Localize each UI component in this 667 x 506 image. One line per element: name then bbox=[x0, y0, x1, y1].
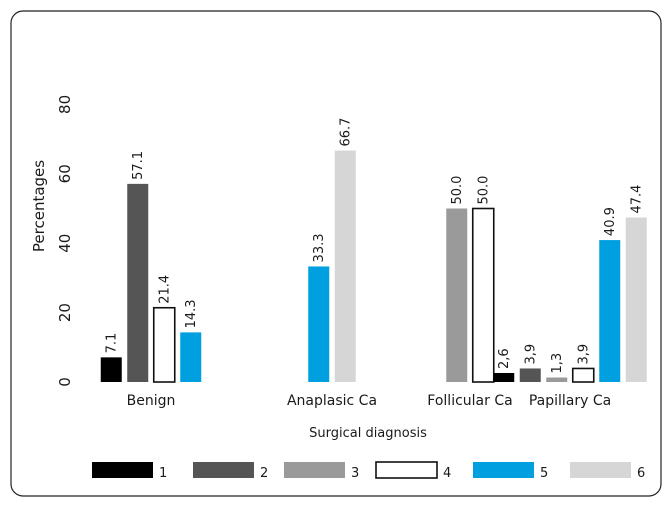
bar bbox=[127, 183, 149, 382]
category-label: Papillary Ca bbox=[529, 393, 611, 409]
legend-swatch bbox=[284, 462, 345, 478]
bar bbox=[471, 207, 495, 383]
legend-swatch bbox=[375, 461, 438, 479]
bar bbox=[546, 377, 568, 382]
data-label: 7.1 bbox=[104, 333, 119, 354]
data-label: 3,9 bbox=[576, 344, 591, 365]
legend-label: 1 bbox=[159, 466, 167, 481]
data-label: 50.0 bbox=[450, 176, 465, 205]
legend-swatch bbox=[92, 462, 153, 478]
data-label: 40.9 bbox=[603, 207, 618, 236]
category-label: Anaplasic Ca bbox=[287, 393, 377, 409]
y-tick-label: 40 bbox=[56, 234, 74, 253]
category-label: Follicular Ca bbox=[427, 393, 512, 409]
legend-swatch bbox=[570, 462, 631, 478]
x-axis-label: Surgical diagnosis bbox=[309, 426, 427, 441]
data-label: 33.3 bbox=[312, 233, 327, 262]
legend: 1 2 3 4 5 6 bbox=[92, 461, 645, 481]
y-tick-label: 20 bbox=[56, 303, 74, 322]
y-axis-ticks: 0 20 40 60 80 bbox=[56, 95, 74, 387]
legend-swatch bbox=[473, 462, 534, 478]
data-label: 66.7 bbox=[338, 118, 353, 147]
data-label: 57.1 bbox=[131, 151, 146, 180]
bar bbox=[100, 357, 122, 382]
bar bbox=[180, 332, 202, 382]
y-tick-label: 80 bbox=[56, 95, 74, 114]
bar bbox=[599, 240, 621, 382]
legend-label: 2 bbox=[260, 466, 268, 481]
legend-swatch bbox=[193, 462, 254, 478]
bar bbox=[493, 372, 515, 382]
bar bbox=[334, 150, 356, 382]
data-label: 50.0 bbox=[476, 176, 491, 205]
bar bbox=[152, 306, 176, 383]
data-label: 3,9 bbox=[523, 344, 538, 365]
data-label: 1,3 bbox=[550, 353, 565, 374]
legend-label: 3 bbox=[351, 466, 359, 481]
legend-label: 5 bbox=[540, 466, 548, 481]
y-tick-label: 0 bbox=[56, 377, 74, 387]
value-labels-group: 7.1 57.1 21.4 14.3 33.3 66.7 50.0 50.0 2,6 3,9 1,3… bbox=[104, 118, 644, 374]
bar bbox=[625, 217, 647, 382]
category-labels-group: Benign Anaplasic Ca Follicular Ca Papillary… bbox=[127, 393, 612, 409]
data-label: 14.3 bbox=[184, 299, 199, 328]
data-label: 21.4 bbox=[157, 275, 172, 304]
data-label: 2,6 bbox=[497, 348, 512, 369]
bars-group bbox=[100, 150, 647, 383]
y-tick-label: 60 bbox=[56, 164, 74, 183]
bar bbox=[571, 367, 595, 383]
bar bbox=[308, 266, 330, 382]
legend-label: 4 bbox=[443, 466, 451, 481]
y-axis-label: Percentages bbox=[30, 160, 48, 252]
bar bbox=[519, 368, 541, 382]
bar bbox=[446, 208, 468, 382]
data-label: 47.4 bbox=[629, 185, 644, 214]
legend-label: 6 bbox=[637, 466, 645, 481]
category-label: Benign bbox=[127, 393, 176, 409]
